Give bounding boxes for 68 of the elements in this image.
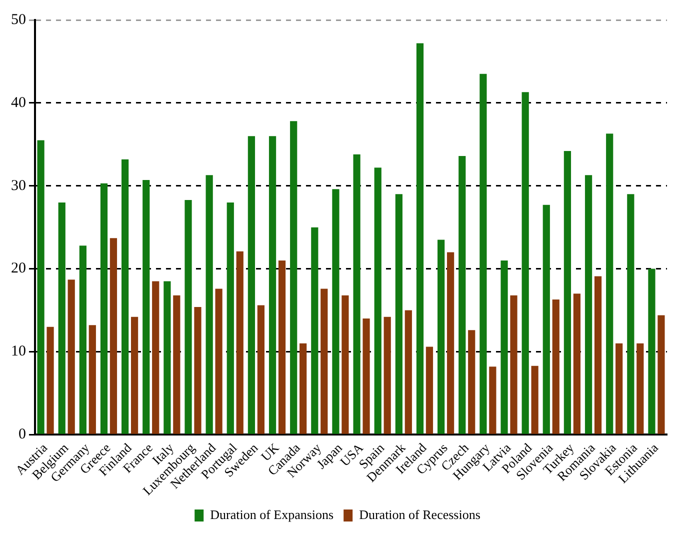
bar bbox=[100, 183, 108, 434]
bar bbox=[426, 346, 434, 434]
y-tick-label: 10 bbox=[11, 344, 26, 360]
bar bbox=[500, 260, 508, 434]
bar bbox=[248, 136, 256, 434]
bar bbox=[531, 366, 538, 434]
bar bbox=[300, 343, 307, 434]
bar bbox=[458, 156, 466, 434]
bar bbox=[278, 260, 286, 434]
bar bbox=[79, 246, 86, 434]
bar bbox=[206, 175, 213, 434]
bar bbox=[58, 202, 66, 434]
bar bbox=[584, 175, 592, 434]
bar bbox=[320, 288, 328, 434]
bar bbox=[404, 310, 412, 434]
bar bbox=[353, 154, 360, 434]
bar bbox=[130, 316, 138, 434]
bar bbox=[332, 189, 340, 434]
bar bbox=[362, 318, 370, 434]
bar bbox=[658, 315, 665, 434]
bar bbox=[152, 281, 160, 434]
bar bbox=[564, 151, 572, 434]
bar bbox=[194, 306, 202, 434]
bar bbox=[142, 180, 150, 434]
bar bbox=[573, 294, 580, 434]
y-tick-label: 50 bbox=[11, 12, 26, 28]
bar bbox=[416, 43, 424, 434]
bar bbox=[616, 343, 623, 434]
bar bbox=[215, 288, 222, 434]
bar bbox=[110, 238, 118, 434]
y-tick-label: 30 bbox=[11, 178, 26, 194]
bar bbox=[226, 202, 234, 434]
bar bbox=[480, 74, 487, 434]
bar bbox=[122, 159, 129, 434]
bar bbox=[37, 140, 44, 434]
bar bbox=[268, 136, 276, 434]
y-tick-label: 0 bbox=[18, 426, 26, 443]
bar bbox=[552, 299, 560, 434]
legend-label: Duration of Recessions bbox=[359, 506, 480, 522]
bar bbox=[446, 252, 454, 434]
bar bbox=[257, 305, 264, 434]
bar bbox=[627, 194, 634, 434]
bar bbox=[342, 295, 349, 434]
bar bbox=[290, 121, 298, 434]
bar bbox=[173, 295, 180, 434]
bar bbox=[236, 251, 244, 434]
bar bbox=[46, 326, 54, 434]
y-tick-label: 40 bbox=[11, 94, 26, 111]
bar bbox=[311, 227, 318, 434]
bar bbox=[648, 268, 656, 434]
bar bbox=[636, 343, 644, 434]
bar bbox=[395, 194, 402, 434]
bar bbox=[489, 366, 496, 434]
bar bbox=[510, 295, 518, 434]
bar bbox=[542, 204, 550, 434]
bar bbox=[606, 134, 614, 434]
bar bbox=[468, 330, 476, 434]
legend-label: Duration of Expansions bbox=[210, 506, 334, 522]
bar bbox=[184, 200, 192, 434]
y-tick-label: 20 bbox=[11, 260, 26, 277]
bar bbox=[374, 168, 382, 434]
bar bbox=[438, 240, 445, 434]
bar bbox=[164, 281, 171, 434]
bar bbox=[522, 92, 529, 434]
bar bbox=[68, 280, 75, 434]
bar bbox=[384, 316, 391, 434]
bar bbox=[88, 325, 96, 434]
bar bbox=[594, 276, 602, 434]
